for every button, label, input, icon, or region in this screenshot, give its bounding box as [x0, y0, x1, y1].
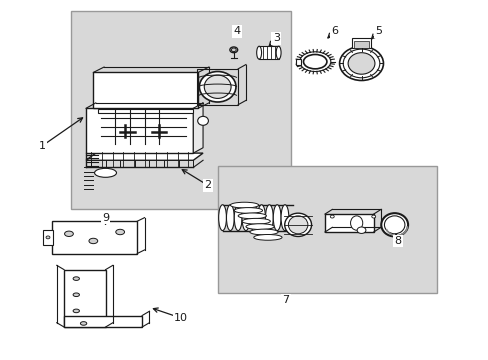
- Ellipse shape: [64, 231, 73, 237]
- Ellipse shape: [229, 47, 237, 53]
- Ellipse shape: [384, 216, 404, 234]
- Text: 8: 8: [394, 236, 401, 246]
- Text: 2: 2: [204, 180, 211, 190]
- Polygon shape: [193, 103, 203, 153]
- Ellipse shape: [245, 224, 274, 229]
- Ellipse shape: [242, 219, 270, 224]
- Bar: [197, 69, 238, 105]
- Bar: [325, 214, 373, 232]
- Ellipse shape: [249, 229, 278, 235]
- Ellipse shape: [253, 234, 282, 240]
- Ellipse shape: [80, 321, 86, 325]
- Ellipse shape: [276, 46, 281, 59]
- Ellipse shape: [356, 227, 365, 233]
- Ellipse shape: [238, 213, 266, 219]
- Ellipse shape: [204, 75, 231, 98]
- Ellipse shape: [284, 213, 311, 237]
- Ellipse shape: [303, 54, 326, 69]
- Polygon shape: [86, 153, 203, 160]
- Bar: [98, 109, 193, 113]
- Bar: [64, 316, 142, 327]
- Ellipse shape: [218, 205, 226, 230]
- Ellipse shape: [199, 72, 236, 102]
- Text: 5: 5: [374, 26, 381, 36]
- Text: 7: 7: [282, 295, 289, 305]
- Ellipse shape: [46, 236, 50, 239]
- Bar: [93, 72, 198, 108]
- Ellipse shape: [230, 202, 258, 208]
- Ellipse shape: [265, 205, 273, 230]
- Bar: [217, 166, 436, 293]
- Ellipse shape: [234, 208, 262, 213]
- Bar: [52, 221, 137, 253]
- Ellipse shape: [256, 46, 261, 59]
- Ellipse shape: [116, 229, 124, 235]
- Ellipse shape: [381, 213, 407, 237]
- Text: 9: 9: [102, 213, 109, 222]
- Bar: [259, 46, 278, 59]
- Bar: [64, 270, 105, 327]
- Ellipse shape: [249, 205, 257, 230]
- Ellipse shape: [73, 309, 79, 313]
- Ellipse shape: [288, 216, 307, 234]
- Text: 3: 3: [272, 33, 279, 43]
- Bar: [86, 108, 193, 153]
- Ellipse shape: [257, 205, 265, 230]
- Ellipse shape: [73, 277, 79, 280]
- Text: 6: 6: [330, 26, 338, 36]
- Ellipse shape: [281, 205, 288, 230]
- Ellipse shape: [330, 215, 333, 218]
- Bar: [295, 59, 300, 64]
- Bar: [351, 39, 370, 48]
- Ellipse shape: [273, 205, 281, 230]
- Ellipse shape: [94, 168, 116, 177]
- Ellipse shape: [89, 238, 98, 244]
- Bar: [353, 41, 368, 48]
- Ellipse shape: [339, 46, 383, 81]
- Ellipse shape: [343, 49, 379, 78]
- Ellipse shape: [197, 116, 208, 125]
- Ellipse shape: [350, 216, 362, 230]
- Bar: [71, 12, 290, 209]
- Ellipse shape: [242, 205, 249, 230]
- Ellipse shape: [234, 205, 242, 230]
- Ellipse shape: [231, 48, 236, 51]
- Ellipse shape: [347, 53, 374, 74]
- Ellipse shape: [371, 215, 375, 218]
- Text: 4: 4: [233, 26, 240, 36]
- Text: 10: 10: [174, 313, 188, 323]
- Ellipse shape: [226, 205, 234, 230]
- Bar: [43, 230, 53, 244]
- Text: 1: 1: [39, 141, 45, 151]
- Ellipse shape: [73, 293, 79, 297]
